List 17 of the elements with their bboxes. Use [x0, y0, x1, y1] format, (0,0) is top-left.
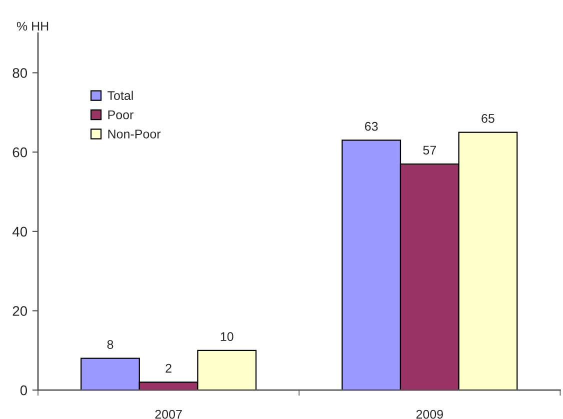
y-tick-label: 40: [12, 226, 28, 237]
x-tick-label: 2009: [416, 410, 443, 419]
y-tick-label: 20: [12, 306, 28, 316]
legend-label: Non-Poor: [108, 130, 161, 138]
y-tick-label: 60: [12, 147, 28, 158]
data-label: 8: [107, 340, 114, 349]
data-label: 63: [365, 122, 378, 131]
legend-label: Total: [108, 90, 133, 100]
y-tick-label: 80: [12, 68, 28, 78]
data-label: 10: [220, 332, 234, 342]
y-axis-title: % HH: [16, 22, 48, 31]
x-tick-label: 2007: [155, 410, 182, 419]
legend-label: Poor: [108, 110, 134, 120]
data-label: 2: [166, 364, 172, 373]
data-label: 57: [423, 146, 436, 155]
data-label: 65: [482, 114, 494, 123]
y-tick-label: 0: [20, 385, 28, 396]
